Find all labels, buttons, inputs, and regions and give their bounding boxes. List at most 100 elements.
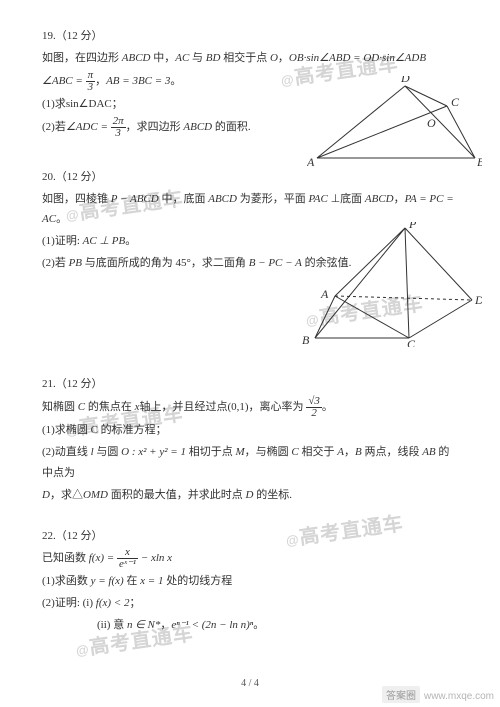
problem-points: （12 分） — [56, 530, 103, 542]
problem-number: 21. — [42, 378, 56, 390]
text: (2)证明: (i) — [42, 597, 96, 609]
math: AB — [422, 446, 435, 458]
problem-22: 22.（12 分） 已知函数 f(x) = xeˣ⁻¹ − xln x (1)求… — [42, 526, 458, 637]
footer-watermark: 答案圈www.mxqe.com — [382, 686, 494, 703]
svg-text:C: C — [451, 95, 460, 109]
fraction: √32 — [306, 396, 322, 419]
text: (2)若 — [42, 257, 69, 269]
svg-text:O: O — [427, 116, 436, 130]
math: M — [235, 446, 244, 458]
svg-text:D: D — [400, 76, 410, 85]
text: 为菱形，平面 — [237, 193, 309, 205]
text: ， — [160, 619, 171, 631]
problem-number: 19. — [42, 30, 56, 42]
math: C — [78, 401, 85, 413]
text: (2)若 — [42, 121, 66, 133]
math: AC ⊥ PB — [83, 235, 126, 247]
text: 两点，线段 — [362, 446, 423, 458]
subquestion-1: (1)求sin∠DAC； — [42, 98, 123, 110]
pyramid-diagram: P A B C D — [297, 222, 482, 347]
problem-19: 19.（12 分） 如图，在四边形 ABCD 中，AC 与 BD 相交于点 O，… — [42, 26, 458, 139]
math: O — [270, 52, 278, 64]
text: 面积的最大值，并求此时点 — [108, 489, 246, 501]
problem-21: 21.（12 分） 知椭圆 C 的焦点在 x轴上，并且经过点(0,1)，离心率为… — [42, 374, 458, 505]
math: ∠ABC = — [42, 75, 86, 87]
fraction: π3 — [86, 70, 96, 93]
math: y = f(x) — [91, 575, 124, 587]
problem-number: 22. — [42, 530, 56, 542]
problem-20: 20.（12 分） 如图，四棱锥 P − ABCD 中，底面 ABCD 为菱形，… — [42, 167, 458, 274]
svg-text:D: D — [474, 293, 482, 307]
math: eⁿ⁻¹ < (2n − ln n)ⁿ — [171, 619, 253, 631]
math: C — [291, 446, 298, 458]
text: ， — [95, 75, 106, 87]
svg-text:B: B — [477, 155, 482, 169]
math: P − ABCD — [111, 193, 159, 205]
text: ， — [278, 52, 289, 64]
svg-text:B: B — [302, 333, 310, 347]
math: B − PC − A — [249, 257, 302, 269]
text: 。 — [125, 235, 136, 247]
svg-text:A: A — [320, 287, 329, 301]
math: ∠ADC = — [66, 121, 111, 133]
text: 的面积. — [212, 121, 251, 133]
math: OMD — [83, 489, 108, 501]
text: 知椭圆 — [42, 401, 78, 413]
text: 处的切线方程 — [163, 575, 232, 587]
text: 。 — [56, 213, 67, 225]
text: 相切于点 — [186, 446, 236, 458]
text: 。 — [253, 619, 264, 631]
text: 在 — [124, 575, 141, 587]
problem-points: （12 分） — [56, 30, 103, 42]
math: n ∈ N* — [127, 619, 160, 631]
text: ， — [394, 193, 405, 205]
text: (1)证明: — [42, 235, 83, 247]
text: ，求△ — [50, 489, 83, 501]
text: 如图，在四边形 — [42, 52, 122, 64]
subquestion-1: (1)求椭圆 C 的标准方程； — [42, 424, 167, 436]
math: D — [42, 489, 50, 501]
text: 的焦点在 — [85, 401, 135, 413]
math: − xln x — [138, 553, 172, 565]
problem-points: （12 分） — [56, 378, 103, 390]
math: f(x) < 2 — [96, 597, 130, 609]
text: 与底面所成的角为 45°，求二面角 — [82, 257, 249, 269]
text: 中， — [150, 52, 175, 64]
math: ABCD — [122, 52, 151, 64]
text: 的坐标. — [253, 489, 292, 501]
math: AC — [175, 52, 189, 64]
problem-points: （12 分） — [56, 171, 103, 183]
math: x = 1 — [140, 575, 163, 587]
math: ABCD — [183, 121, 212, 133]
math: O : x² + y² = 1 — [121, 446, 186, 458]
quadrilateral-diagram: A B C D O — [307, 76, 482, 171]
text: (1)求函数 — [42, 575, 91, 587]
text: 如图，四棱锥 — [42, 193, 111, 205]
text: 中，底面 — [159, 193, 209, 205]
math: PAC — [308, 193, 327, 205]
text: ； — [129, 597, 140, 609]
math: PB — [69, 257, 82, 269]
text: 相交于 — [299, 446, 338, 458]
math: ABCD — [208, 193, 237, 205]
math: A — [337, 446, 344, 458]
math: OB·sin∠ABD = OD·sin∠ADB — [289, 52, 426, 64]
text: ， — [344, 446, 355, 458]
text: 。 — [170, 75, 181, 87]
text: 已知函数 — [42, 553, 89, 565]
math: ABCD — [365, 193, 394, 205]
fraction: 2π3 — [111, 116, 126, 139]
svg-text:P: P — [408, 222, 417, 231]
math: AB = 3BC = 3 — [106, 75, 170, 87]
text: 与圆 — [94, 446, 122, 458]
text: 相交于点 — [220, 52, 270, 64]
text: (ii) 意 — [97, 619, 127, 631]
text: 轴上，并且经过点(0,1)，离心率为 — [139, 401, 306, 413]
problem-number: 20. — [42, 171, 56, 183]
text: 与 — [189, 52, 206, 64]
text: 。 — [322, 401, 333, 413]
text: ，求四边形 — [126, 121, 184, 133]
text: (2)动直线 — [42, 446, 91, 458]
math: f(x) = — [89, 553, 117, 565]
svg-text:C: C — [407, 337, 416, 347]
